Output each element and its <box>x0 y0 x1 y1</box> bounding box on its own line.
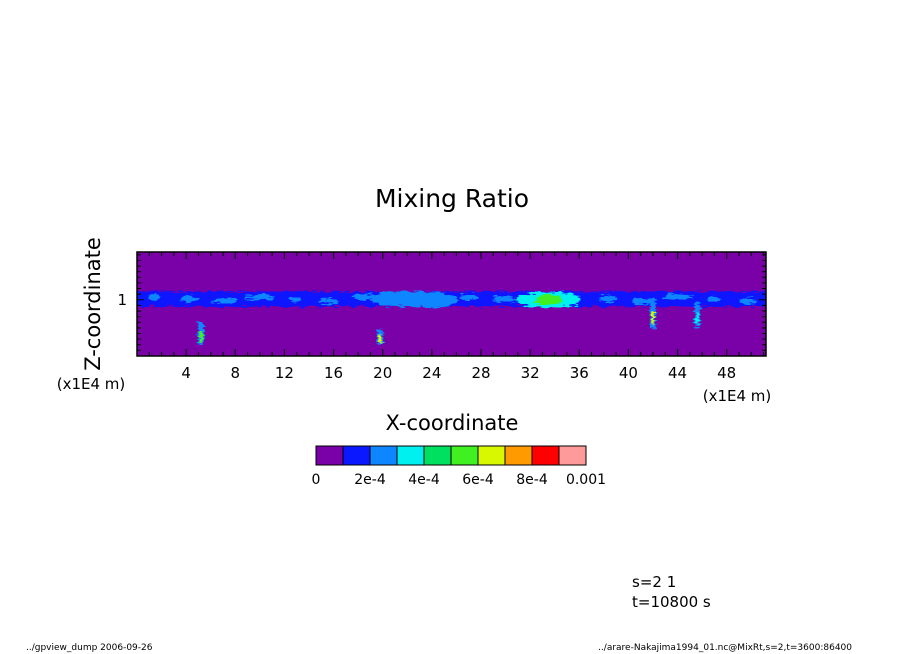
contour-blob-core <box>411 294 440 305</box>
colorbar-tick-label: 0 <box>312 472 321 488</box>
contour-column-core <box>695 311 699 325</box>
x-tick-label: 8 <box>231 364 241 382</box>
colorbar-swatch <box>477 445 506 466</box>
contour-cell <box>459 293 478 300</box>
contour-cell <box>739 297 758 304</box>
contour-cell <box>180 295 199 302</box>
plot-area: 4 8 12 16 20 24 28 32 36 40 44 48 1 <box>117 251 767 382</box>
x-tick-label: 28 <box>471 364 490 382</box>
colorbar-swatch <box>504 445 533 466</box>
x-tick-label: 48 <box>717 364 736 382</box>
x-tick-label: 20 <box>373 364 392 382</box>
contour-cell <box>148 293 161 300</box>
x-tick-label: 36 <box>570 364 589 382</box>
x-tick-label: 24 <box>422 364 441 382</box>
contour-cell <box>288 295 301 302</box>
colorbar-swatch <box>531 445 560 466</box>
colorbar-tick-label: 4e-4 <box>408 472 440 488</box>
colorbar-swatch <box>423 445 452 466</box>
colorbar-swatch <box>342 445 371 466</box>
colorbar-tick-label: 6e-4 <box>462 472 494 488</box>
y-axis-unit: (x1E4 m) <box>57 375 126 393</box>
contour-cell <box>491 295 516 302</box>
x-axis-unit: (x1E4 m) <box>703 387 772 405</box>
contour-column-core <box>199 330 203 342</box>
colorbar-swatch <box>396 445 425 466</box>
x-axis-label: X-coordinate <box>386 411 519 435</box>
contour-cell <box>320 297 339 304</box>
colorbar-tick-label: 2e-4 <box>354 472 386 488</box>
x-tick-label: 12 <box>275 364 294 382</box>
contour-cell <box>599 295 618 302</box>
contour-column-core <box>651 311 655 325</box>
left-caption: ../gpview_dump 2006-09-26 <box>26 643 153 653</box>
colorbar: 0 2e-4 4e-4 6e-4 8e-4 0.001 <box>312 445 606 488</box>
x-tick-label: 4 <box>181 364 191 382</box>
x-tick-label: 40 <box>619 364 638 382</box>
info-line-2: t=10800 s <box>632 593 711 611</box>
contour-cell <box>631 297 656 304</box>
colorbar-swatch <box>369 445 398 466</box>
x-tick-label: 16 <box>324 364 343 382</box>
contour-cell <box>244 293 275 300</box>
right-caption: ../arare-Nakajima1994_01.nc@MixRt,s=2,t=… <box>598 643 852 653</box>
colorbar-swatch <box>315 445 344 466</box>
y-axis-label: Z-coordinate <box>81 237 105 371</box>
x-tick-label: 32 <box>521 364 540 382</box>
contour-cell <box>212 297 237 304</box>
colorbar-swatch <box>558 445 587 466</box>
contour-column-core <box>378 335 382 343</box>
colorbar-swatch <box>450 445 479 466</box>
info-line-1: s=2 1 <box>632 573 676 591</box>
contour-cell <box>707 295 720 302</box>
colorbar-tick-label: 8e-4 <box>516 472 548 488</box>
chart-title: Mixing Ratio <box>375 184 529 213</box>
contour-blob-core <box>534 294 563 305</box>
colorbar-tick-label: 0.001 <box>566 472 606 488</box>
contour-cell <box>663 293 694 300</box>
plot-frame <box>136 251 767 357</box>
y-tick-label: 1 <box>117 291 127 309</box>
x-tick-label: 44 <box>668 364 687 382</box>
